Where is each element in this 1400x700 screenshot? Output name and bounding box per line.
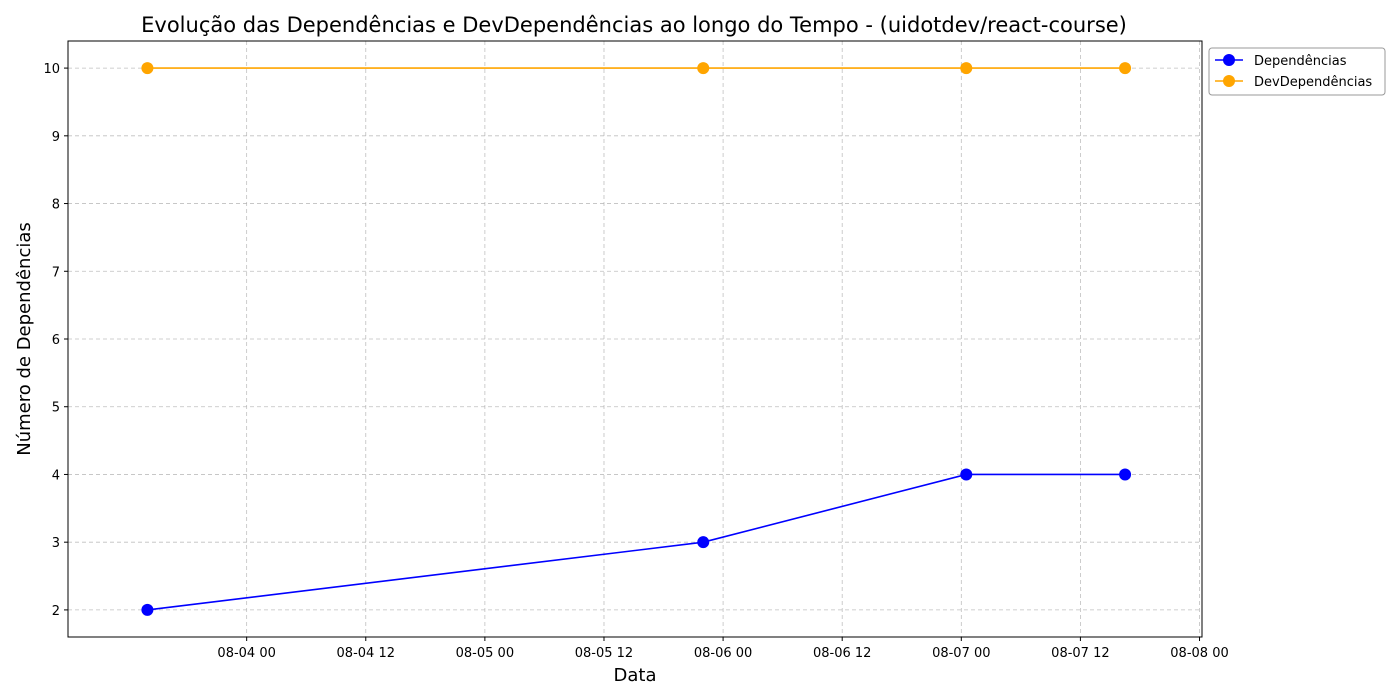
y-tick-label: 3 (52, 536, 60, 551)
x-tick-label: 08-07 12 (1051, 646, 1109, 661)
y-tick-label: 6 (52, 333, 60, 348)
legend-marker-dependencias (1223, 54, 1235, 66)
legend: Dependências DevDependências (1208, 47, 1386, 96)
series-line-dependencias (147, 473, 1126, 611)
x-tick-label: 08-04 12 (337, 646, 395, 661)
data-point-devdependencias (141, 62, 154, 75)
data-point-devdependencias (697, 62, 710, 75)
data-point-dependencias (960, 468, 973, 481)
legend-label-devdependencias: DevDependências (1254, 75, 1372, 90)
data-point-dependencias (141, 603, 154, 616)
legend-label-dependencias: Dependências (1254, 54, 1347, 69)
x-tick-label: 08-06 00 (694, 646, 752, 661)
y-tick-label: 2 (52, 604, 60, 619)
x-axis-label: Data (614, 665, 657, 686)
data-point-devdependencias (1119, 62, 1132, 75)
legend-box (1208, 47, 1386, 96)
data-point-dependencias (1119, 468, 1132, 481)
data-point-dependencias (697, 536, 710, 549)
chart-title: Evolução das Dependências e DevDependênc… (141, 13, 1127, 37)
plot-frame (67, 40, 1203, 638)
x-tick-label: 08-06 12 (813, 646, 871, 661)
grid (68, 41, 1202, 637)
legend-marker-devdependencias (1223, 75, 1235, 87)
y-tick-label: 10 (43, 62, 60, 77)
y-tick-label: 4 (52, 468, 60, 483)
y-tick-label: 8 (52, 198, 60, 213)
y-axis-label: Número de Dependências (14, 222, 35, 456)
axis-ticks: 2 3 4 5 6 7 8 9 10 08-04 00 08-04 12 08-05 00 08-05 … (43, 62, 1228, 661)
x-tick-label: 08-05 12 (575, 646, 633, 661)
series-layer (141, 62, 1132, 616)
x-tick-label: 08-07 00 (932, 646, 990, 661)
data-point-devdependencias (960, 62, 973, 75)
x-tick-label: 08-05 00 (456, 646, 514, 661)
y-tick-label: 5 (52, 401, 60, 416)
x-tick-label: 08-04 00 (217, 646, 275, 661)
y-tick-label: 7 (52, 265, 60, 280)
x-tick-label: 08-08 00 (1170, 646, 1228, 661)
y-tick-label: 9 (52, 130, 60, 145)
